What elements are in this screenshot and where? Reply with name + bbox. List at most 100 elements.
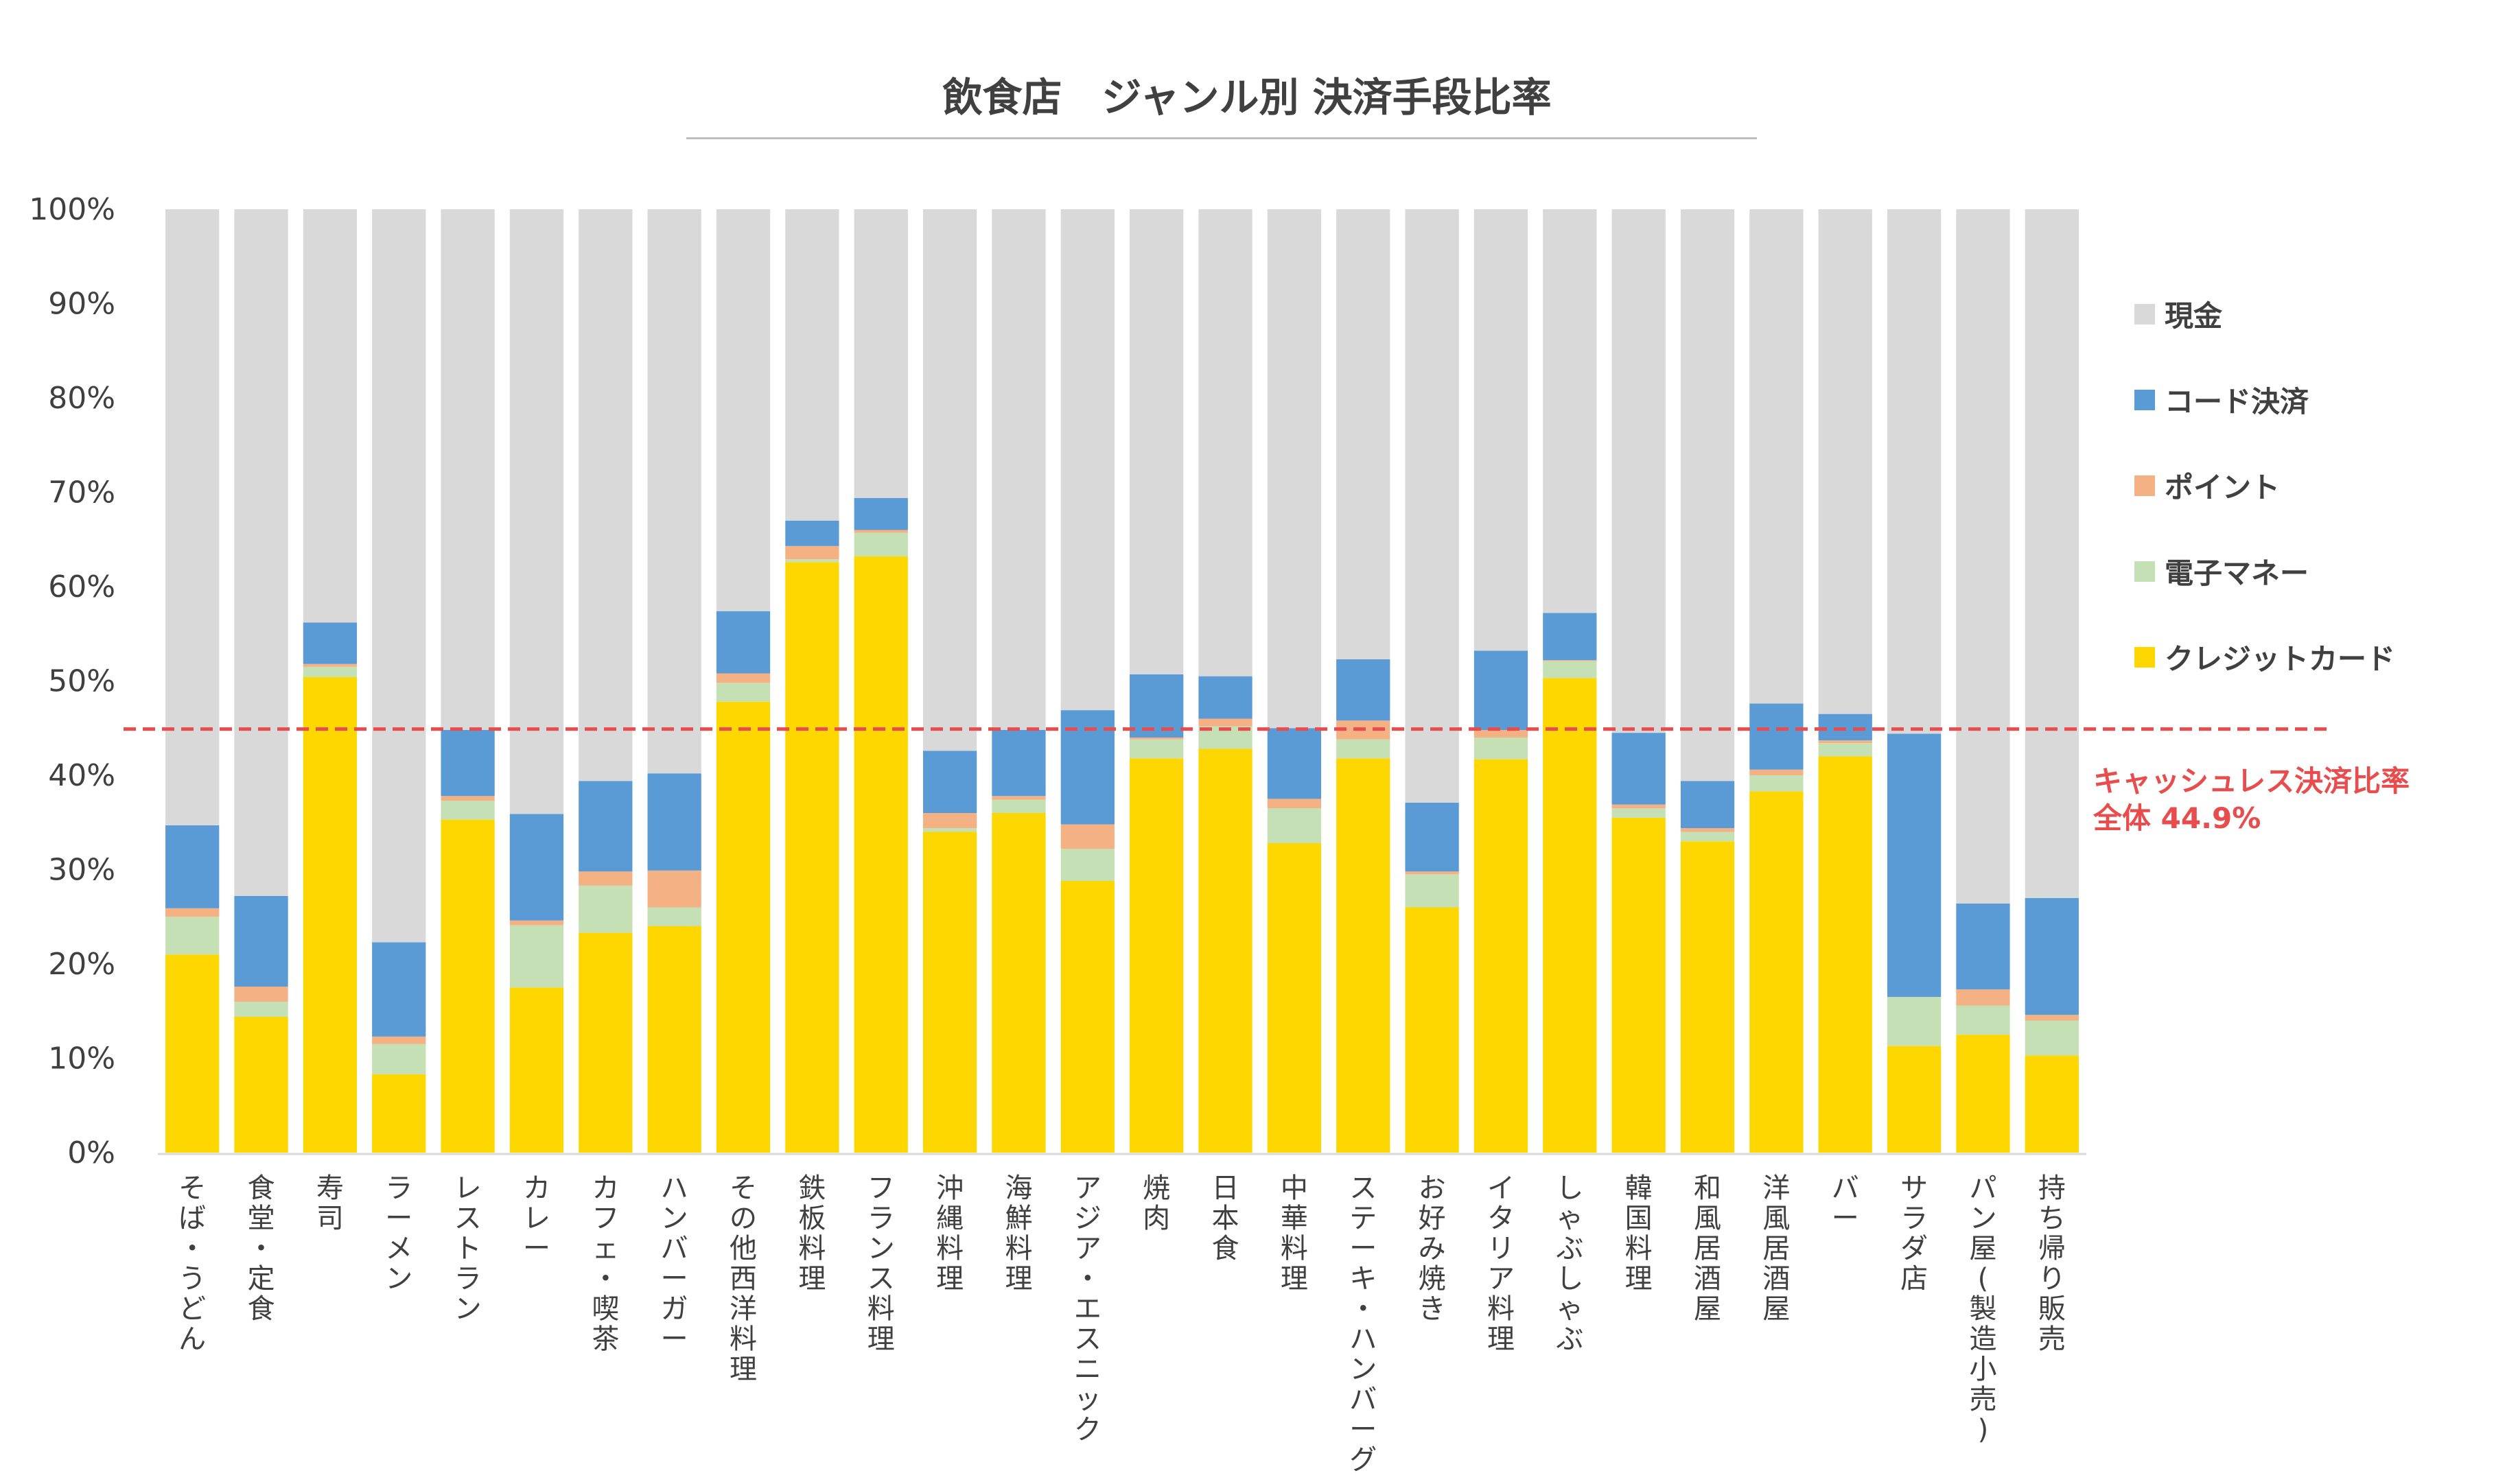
bar-segment bbox=[509, 987, 564, 1153]
bar-segment bbox=[785, 209, 839, 521]
bar-segment bbox=[165, 917, 220, 955]
bar-segment bbox=[441, 209, 495, 730]
bar-segment bbox=[1267, 209, 1322, 729]
x-tick-label: フランス料理 bbox=[867, 1173, 895, 1355]
bar-segment bbox=[1336, 209, 1390, 659]
legend-swatch-emoney bbox=[2134, 561, 2155, 582]
x-axis-labels: そば・うどん 食堂・定食 寿司 ラーメン レストラン カレー カフェ・喫茶 ハンバーガー その他… bbox=[178, 1173, 2066, 1476]
bar-segment bbox=[1405, 874, 1459, 908]
bar-segment bbox=[509, 209, 564, 814]
bar-segment bbox=[1473, 738, 1528, 759]
legend-item-cash: 現金 bbox=[2134, 271, 2395, 357]
bar-segment bbox=[1473, 759, 1528, 1153]
bar-segment bbox=[1887, 209, 1942, 734]
x-tick-label: 食堂・定食 bbox=[248, 1173, 275, 1325]
bar-segment bbox=[372, 1036, 426, 1044]
reference-line-label: キャッシュレス決済比率 全体 44.9% bbox=[2093, 763, 2410, 837]
bar-segment bbox=[1130, 209, 1184, 674]
bar-segment bbox=[854, 209, 908, 498]
y-tick-label: 90% bbox=[48, 287, 115, 322]
y-tick-label: 30% bbox=[48, 853, 115, 888]
x-tick-label: カレー bbox=[523, 1173, 550, 1264]
bar-segment bbox=[579, 885, 633, 933]
bar-segment bbox=[1680, 841, 1735, 1153]
bar-segment bbox=[1543, 660, 1597, 661]
bar-segment bbox=[372, 209, 426, 943]
bar-segment bbox=[1267, 808, 1322, 843]
bar-segment bbox=[1680, 828, 1735, 832]
bar-segment bbox=[1405, 871, 1459, 875]
bar-segment bbox=[1611, 817, 1666, 1153]
bar-segment bbox=[647, 926, 701, 1153]
bar-segment bbox=[165, 825, 220, 908]
y-tick-label: 60% bbox=[48, 569, 115, 604]
legend-swatch-code bbox=[2134, 389, 2155, 410]
bar-segment bbox=[579, 932, 633, 1153]
bar-segment bbox=[1887, 997, 1942, 1046]
legend-item-credit: クレジットカード bbox=[2134, 614, 2395, 700]
bar-segment bbox=[1060, 881, 1115, 1153]
bar-segment bbox=[303, 663, 358, 667]
bar-segment bbox=[509, 925, 564, 988]
bar-segment bbox=[509, 920, 564, 926]
legend: 現金 コード決済 ポイント 電子マネー クレジットカード bbox=[2134, 271, 2395, 700]
bar-segment bbox=[1130, 674, 1184, 738]
bar-segment bbox=[1611, 808, 1666, 818]
legend-item-point: ポイント bbox=[2134, 443, 2395, 528]
legend-item-emoney: 電子マネー bbox=[2134, 528, 2395, 614]
x-tick-label: 持ち帰り販売 bbox=[2038, 1173, 2066, 1355]
legend-label-cash: 現金 bbox=[2165, 299, 2223, 333]
bar-segment bbox=[1680, 832, 1735, 842]
bar-segment bbox=[372, 1044, 426, 1074]
bar-segment bbox=[992, 209, 1046, 730]
bar-segment bbox=[234, 209, 288, 896]
bar-segment bbox=[854, 532, 908, 556]
y-tick-label: 80% bbox=[48, 381, 115, 416]
bar-segment bbox=[922, 209, 977, 751]
bars bbox=[165, 209, 2079, 1153]
x-tick-label: 海鮮料理 bbox=[1005, 1173, 1032, 1295]
x-tick-label: ラーメン bbox=[385, 1173, 412, 1295]
bar-segment bbox=[785, 520, 839, 546]
bar-segment bbox=[1130, 739, 1184, 759]
x-tick-label: 洋風居酒屋 bbox=[1762, 1173, 1790, 1325]
bar-segment bbox=[1956, 989, 2010, 1006]
bar-segment bbox=[303, 209, 358, 623]
bar-segment bbox=[1198, 676, 1252, 719]
bar-segment bbox=[165, 908, 220, 917]
bar-segment bbox=[1543, 678, 1597, 1153]
bar-segment bbox=[2025, 1020, 2079, 1056]
legend-label-credit: クレジットカード bbox=[2165, 642, 2396, 676]
bar-segment bbox=[647, 209, 701, 774]
bar-segment bbox=[1405, 802, 1459, 872]
reference-line-label-2: 全体 44.9% bbox=[2093, 801, 2261, 835]
bar-segment bbox=[441, 796, 495, 801]
x-tick-label: ハンバーガー bbox=[661, 1173, 688, 1355]
bar-segment bbox=[1611, 804, 1666, 809]
bar-segment bbox=[1267, 843, 1322, 1153]
bar-segment bbox=[992, 730, 1046, 797]
y-axis: 0% 10% 20% 30% 40% 50% 60% 70% 80% 90% 100% bbox=[29, 192, 115, 1170]
bar-segment bbox=[1749, 769, 1804, 775]
bar-segment bbox=[1680, 781, 1735, 828]
bar-segment bbox=[1060, 849, 1115, 881]
y-tick-label: 10% bbox=[48, 1041, 115, 1076]
bar-segment bbox=[1336, 758, 1390, 1153]
bar-segment bbox=[1818, 756, 1872, 1153]
bar-segment bbox=[372, 1074, 426, 1153]
bar-segment bbox=[1543, 209, 1597, 613]
bar-segment bbox=[1543, 613, 1597, 661]
x-tick-label: 焼肉 bbox=[1143, 1173, 1170, 1234]
legend-swatch-cash bbox=[2134, 303, 2155, 325]
bar-segment bbox=[2025, 209, 2079, 898]
bar-segment bbox=[1405, 907, 1459, 1153]
bar-segment bbox=[441, 801, 495, 820]
bar-segment bbox=[1130, 758, 1184, 1153]
bar-segment bbox=[716, 683, 771, 702]
bar-segment bbox=[647, 773, 701, 871]
bar-segment bbox=[1956, 1005, 2010, 1035]
bar-segment bbox=[1818, 740, 1872, 744]
reference-line-label-1: キャッシュレス決済比率 bbox=[2093, 764, 2410, 798]
x-tick-label: サラダ店 bbox=[1900, 1173, 1928, 1295]
